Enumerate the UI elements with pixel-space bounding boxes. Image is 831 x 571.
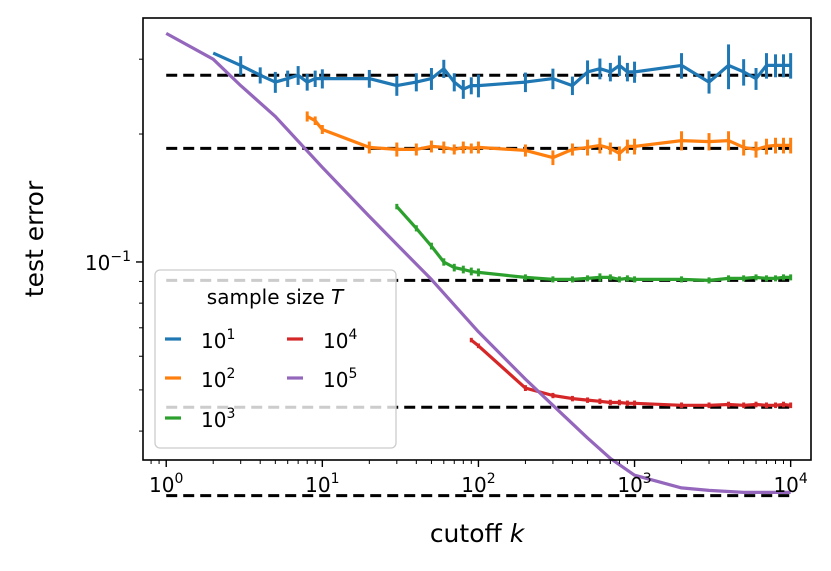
- x-axis-label: cutoff k: [430, 519, 526, 548]
- series-1-line: [306, 114, 791, 160]
- x-tick-label-1: 101: [305, 471, 339, 497]
- series-1: [305, 111, 793, 166]
- legend-label-3-exp: 4: [348, 327, 357, 343]
- series-2: [395, 203, 793, 284]
- legend-entry-2: 103: [165, 406, 235, 432]
- x-tick-label-0-exp: 0: [174, 471, 183, 487]
- series-0-line: [212, 51, 791, 91]
- legend-label-0-base: 10: [201, 329, 226, 353]
- series-0: [212, 44, 793, 99]
- series-4-line: [165, 31, 791, 494]
- y-tick-label-0: 10−1: [85, 249, 131, 275]
- x-tick-label-0-base: 10: [149, 473, 174, 497]
- series-4: [165, 31, 791, 494]
- x-axis-label-var: k: [510, 519, 526, 548]
- series-layer: [165, 31, 793, 494]
- legend-entry-4: 105: [287, 366, 357, 392]
- x-tick-label-2-base: 10: [461, 473, 486, 497]
- x-tick-label-1-exp: 1: [331, 471, 340, 487]
- legend-label-1-base: 10: [201, 368, 226, 392]
- legend-title-var: T: [331, 285, 345, 309]
- legend-label-3-base: 10: [323, 329, 348, 353]
- legend-label-1: 102: [201, 366, 235, 392]
- legend-label-0: 101: [201, 327, 235, 353]
- legend-entry-0: 101: [165, 327, 235, 353]
- y-tick-label-0-exp: −1: [110, 249, 131, 265]
- x-tick-label-4-exp: 4: [799, 471, 808, 487]
- legend-title-text: sample size: [207, 285, 325, 309]
- x-tick-label-4-base: 10: [773, 473, 798, 497]
- x-tick-label-1-base: 10: [305, 473, 330, 497]
- x-tick-label-3-base: 10: [617, 473, 642, 497]
- series-2-line: [395, 205, 791, 282]
- x-axis-label-text: cutoff: [430, 519, 503, 548]
- legend-label-4-base: 10: [323, 368, 348, 392]
- legend-entry-1: 102: [165, 366, 235, 392]
- x-tick-label-3-exp: 3: [643, 471, 652, 487]
- y-tick-label-0-base: 10: [85, 251, 110, 275]
- x-tick-label-4: 104: [773, 471, 807, 497]
- legend-label-2-base: 10: [201, 408, 226, 432]
- series-3-line: [470, 338, 791, 407]
- legend-label-4-exp: 5: [348, 366, 357, 382]
- legend-label-1-exp: 2: [226, 366, 235, 382]
- y-axis-label: test error: [20, 180, 49, 297]
- plot-frame: [142, 17, 812, 461]
- x-tick-label-3: 103: [617, 471, 651, 497]
- x-tick-label-2-exp: 2: [487, 471, 496, 487]
- x-tick-label-0: 100: [149, 471, 183, 497]
- legend-box: [154, 269, 397, 449]
- legend-label-3: 104: [323, 327, 357, 353]
- legend-entry-3: 104: [287, 327, 357, 353]
- legend-label-2: 103: [201, 406, 235, 432]
- legend-title: sample size T: [207, 285, 345, 309]
- x-tick-label-2: 102: [461, 471, 495, 497]
- legend-label-2-exp: 3: [226, 406, 235, 422]
- series-3: [469, 337, 793, 409]
- legend-label-4: 105: [323, 366, 357, 392]
- legend-label-0-exp: 1: [226, 327, 235, 343]
